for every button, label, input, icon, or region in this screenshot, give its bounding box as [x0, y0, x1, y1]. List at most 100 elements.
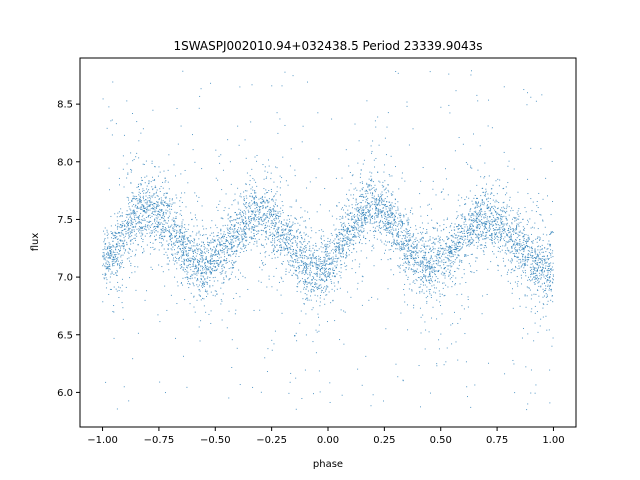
data-point [421, 244, 423, 246]
data-point [546, 274, 548, 276]
data-point [137, 202, 139, 204]
data-point [496, 193, 498, 195]
data-point [439, 239, 441, 241]
data-point [157, 222, 159, 224]
data-point [474, 219, 476, 221]
data-point [482, 191, 484, 193]
data-point [203, 305, 205, 307]
data-point [310, 284, 312, 286]
data-point [277, 233, 279, 235]
data-point [141, 179, 143, 181]
data-point [311, 264, 313, 266]
data-point [374, 229, 376, 231]
data-point [536, 311, 538, 313]
data-point [341, 217, 343, 219]
data-point [372, 231, 374, 233]
data-point [470, 229, 472, 231]
data-point [407, 278, 409, 280]
data-point [376, 208, 378, 210]
data-point [277, 226, 279, 228]
data-point [154, 211, 156, 213]
data-point [152, 246, 154, 248]
data-point [509, 241, 511, 243]
data-point [425, 271, 427, 273]
data-point [371, 245, 373, 247]
data-point [127, 232, 129, 234]
data-point [142, 206, 144, 208]
data-point [161, 210, 163, 212]
data-point [424, 265, 426, 267]
data-point [139, 229, 141, 231]
data-point [495, 199, 497, 201]
data-point [329, 263, 331, 264]
data-point [110, 255, 112, 257]
data-point [128, 234, 130, 236]
data-point [454, 150, 456, 152]
data-point [367, 211, 369, 213]
data-point [510, 234, 512, 236]
data-point [154, 235, 156, 237]
data-point [147, 224, 149, 226]
data-point [274, 257, 276, 259]
data-point [407, 243, 409, 245]
data-point [536, 267, 538, 269]
data-point [367, 185, 369, 187]
data-point [386, 211, 388, 212]
data-point [360, 210, 362, 212]
data-point [535, 211, 537, 213]
data-point [176, 197, 178, 199]
data-point [438, 238, 440, 240]
data-point [117, 264, 119, 266]
data-point [323, 272, 325, 274]
data-point [434, 243, 436, 245]
data-point [470, 253, 472, 255]
data-point [479, 224, 481, 226]
data-point [450, 250, 452, 252]
data-point [118, 226, 120, 228]
data-point [388, 201, 390, 203]
data-point [449, 263, 451, 265]
data-point [473, 229, 475, 231]
data-point [186, 231, 188, 232]
data-point [315, 232, 317, 234]
data-point [409, 239, 411, 241]
data-point [160, 185, 162, 187]
data-point [436, 363, 438, 365]
data-point [310, 257, 312, 259]
data-point [247, 209, 249, 211]
data-point [201, 282, 203, 284]
data-point [115, 237, 117, 239]
data-point [281, 235, 283, 236]
data-point [374, 227, 376, 229]
data-point [349, 171, 351, 173]
data-point [212, 254, 214, 256]
data-point [245, 223, 247, 225]
data-point [192, 252, 194, 254]
data-point [216, 227, 218, 229]
data-point [524, 234, 525, 236]
data-point [195, 265, 197, 267]
data-point [192, 251, 194, 253]
data-point [217, 179, 219, 181]
data-point [229, 236, 231, 238]
data-point [214, 251, 216, 253]
data-point [111, 271, 113, 273]
data-point [389, 226, 391, 228]
data-point [411, 207, 413, 209]
data-point [127, 251, 129, 253]
data-point [253, 309, 255, 311]
data-point [360, 239, 362, 241]
data-point [400, 221, 402, 223]
data-point [331, 262, 333, 264]
data-point [192, 263, 194, 265]
data-point [216, 262, 218, 264]
data-point [430, 250, 432, 252]
data-point [489, 203, 491, 205]
data-point [228, 397, 230, 399]
data-point [400, 248, 402, 250]
data-point [156, 189, 158, 191]
data-point [296, 256, 298, 258]
data-point [378, 211, 380, 213]
data-point [164, 285, 166, 287]
data-point [103, 241, 105, 243]
